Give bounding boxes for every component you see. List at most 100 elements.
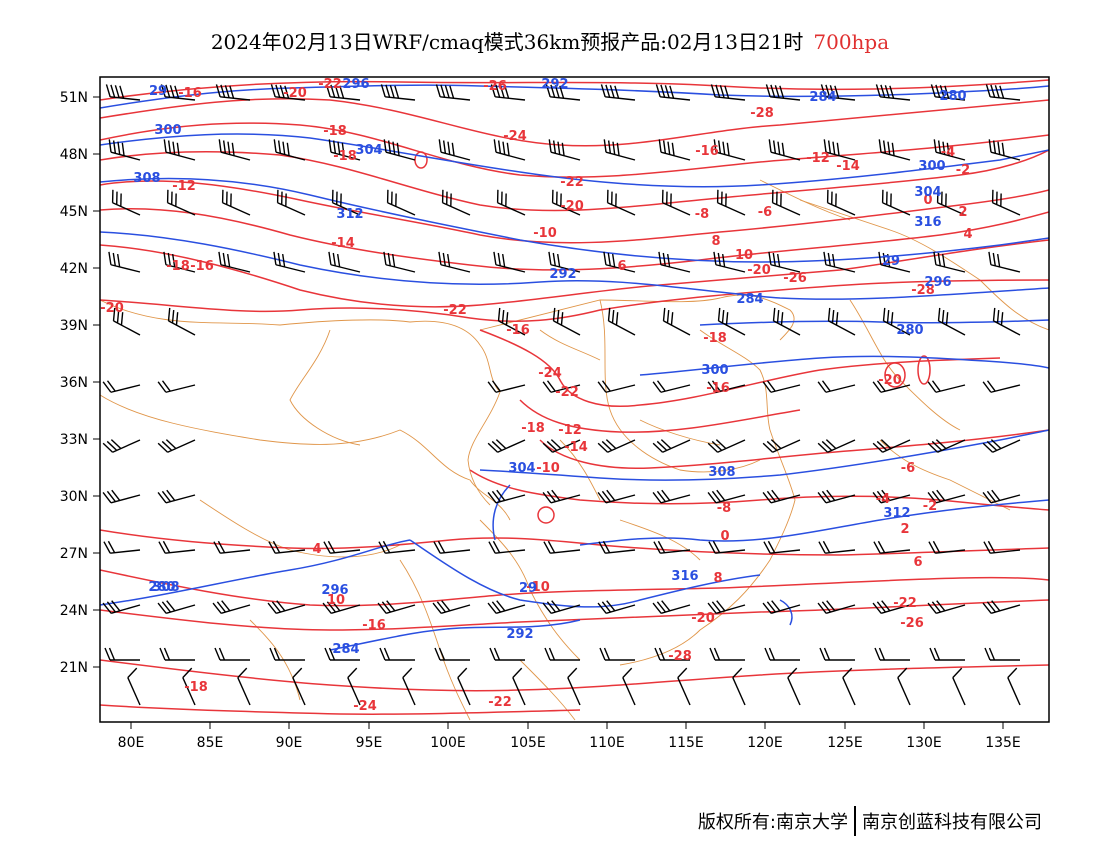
- border-line: [559, 439, 601, 501]
- wind-barb: [328, 139, 361, 161]
- wind-barb: [548, 251, 581, 273]
- map-frame: [99, 76, 1050, 723]
- wind-barb: [707, 489, 746, 504]
- wind-barb: [771, 189, 801, 216]
- wind-barb: [157, 380, 196, 393]
- wind-barb: [218, 139, 251, 161]
- temperature-label: 4: [963, 227, 972, 242]
- temperature-isoline: [539, 429, 1049, 469]
- wind-barb: [487, 380, 526, 393]
- wind-barb: [982, 380, 1021, 393]
- wind-barb: [881, 189, 911, 216]
- border-line: [519, 659, 576, 721]
- wind-barb: [991, 189, 1021, 216]
- temperature-label: -24: [538, 366, 562, 381]
- height-label: 296: [321, 583, 348, 598]
- wind-barb: [768, 251, 801, 273]
- height-isoline: [779, 599, 793, 626]
- border-line: [619, 329, 796, 666]
- height-label: 284: [332, 642, 359, 657]
- lon-tick-label: 125E: [827, 735, 863, 751]
- temperature-label: -20: [283, 86, 307, 101]
- temperature-isoline: [469, 469, 1049, 511]
- height-label: 280: [939, 89, 966, 104]
- lat-tick-label: 42N: [60, 261, 88, 277]
- height-label: 292: [541, 77, 568, 92]
- wind-barb: [982, 600, 1021, 614]
- height-label: 316: [671, 569, 698, 584]
- wind-barb: [347, 667, 361, 706]
- temperature-label: -28: [668, 649, 692, 664]
- wind-barb: [933, 139, 966, 161]
- border-line: [599, 299, 761, 473]
- wind-barb: [936, 189, 966, 216]
- wind-barb: [383, 139, 416, 161]
- wind-barb: [157, 600, 196, 614]
- temperature-label: -28: [750, 106, 774, 121]
- temperature-label: -24: [503, 129, 527, 144]
- lon-tick-label: 115E: [668, 735, 704, 751]
- temperature-label: -2: [956, 163, 970, 178]
- wind-barb: [928, 540, 966, 554]
- wind-barb: [764, 647, 800, 661]
- wind-barb: [435, 84, 471, 101]
- wind-barb: [551, 189, 581, 216]
- height-label: 316: [914, 215, 941, 230]
- wind-barb: [542, 489, 581, 504]
- wind-barb: [105, 84, 141, 101]
- wind-barb: [768, 139, 801, 161]
- wind-barb: [710, 84, 746, 101]
- height-label: 292: [549, 267, 576, 282]
- wind-barb: [331, 189, 361, 216]
- wind-barb: [487, 600, 526, 614]
- wind-barb: [716, 189, 746, 216]
- wind-barb: [952, 667, 966, 706]
- temperature-label: -4: [941, 145, 955, 160]
- wind-barb: [983, 540, 1021, 554]
- wind-barb: [497, 307, 526, 336]
- height-label: 300: [701, 363, 728, 378]
- temperature-isoline: [100, 529, 1049, 556]
- height-label: 312: [336, 207, 363, 222]
- wind-barb: [817, 489, 856, 504]
- wind-barb: [544, 647, 580, 661]
- temperature-label: 2: [900, 522, 909, 537]
- temperature-isoline: [100, 97, 1049, 147]
- height-isoline: [409, 539, 761, 608]
- wind-barb: [872, 600, 911, 614]
- wind-barb: [213, 540, 251, 554]
- wind-barb: [988, 139, 1021, 161]
- wind-barb: [897, 667, 911, 706]
- temperature-closed-contour: [414, 151, 428, 169]
- wind-barb: [607, 307, 636, 336]
- temperature-isoline: [100, 279, 1049, 323]
- wind-barb: [762, 439, 801, 453]
- wind-barb: [603, 139, 636, 161]
- wind-barb: [438, 251, 471, 273]
- wind-barb: [380, 84, 416, 101]
- lat-tick-label: 36N: [60, 375, 88, 391]
- wind-barb: [707, 439, 746, 453]
- temperature-label: -20: [560, 199, 584, 214]
- height-isoline: [639, 355, 1049, 376]
- height-isoline: [699, 319, 1049, 326]
- temperature-isoline: [100, 180, 1049, 244]
- wind-barb: [873, 540, 911, 554]
- temperature-label: -22: [555, 385, 579, 400]
- temperature-label: -18: [333, 149, 357, 164]
- height-label: 304: [508, 461, 535, 476]
- wind-barb: [713, 251, 746, 273]
- wind-barb: [567, 667, 581, 706]
- wind-barb: [218, 251, 251, 273]
- height-label: 29: [519, 581, 537, 596]
- height-label: 308: [708, 465, 735, 480]
- wind-barbs: [102, 84, 1021, 706]
- lon-tick-label: 135E: [985, 735, 1021, 751]
- lon-tick-label: 80E: [118, 735, 145, 751]
- border-line: [100, 299, 501, 506]
- wind-barb: [988, 251, 1021, 273]
- temperature-label: -16: [190, 259, 214, 274]
- wind-barb: [762, 600, 801, 614]
- copyright-left: 版权所有:南京大学: [697, 812, 848, 833]
- wind-barb: [548, 139, 581, 161]
